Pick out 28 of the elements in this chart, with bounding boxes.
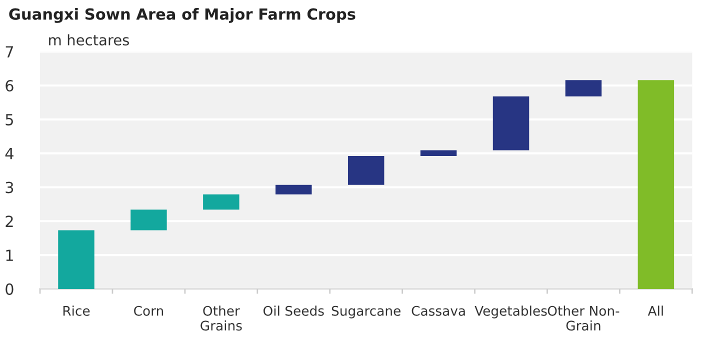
bar — [638, 80, 674, 289]
y-tick-label: 5 — [6, 114, 13, 126]
y-tick-label: 7 — [6, 46, 14, 58]
bar — [565, 80, 602, 96]
x-tick-label: Other Grains — [200, 306, 242, 331]
y-tick-label: 6 — [6, 80, 14, 92]
x-tick-label: Rice — [63, 306, 90, 316]
x-tick-label: Vegetables — [474, 306, 547, 318]
y-axis-title: m hectares — [49, 34, 129, 46]
bar — [492, 96, 530, 150]
bar — [348, 156, 384, 185]
y-tick-label: 0 — [6, 283, 14, 295]
bar — [203, 194, 240, 210]
x-tick-label: Oil Seeds — [263, 306, 324, 316]
x-tick-label: Corn — [134, 306, 164, 316]
y-tick-label: 4 — [5, 148, 14, 160]
chart-title: Guangxi Sown Area of Major Farm Crops — [9, 8, 356, 23]
bar — [420, 150, 457, 156]
x-tick-label: All — [648, 306, 663, 316]
y-tick-label: 3 — [6, 182, 14, 194]
bar — [58, 230, 94, 289]
y-tick-label: 1 — [6, 250, 13, 261]
bar — [130, 210, 167, 230]
x-tick-label: Sugarcane — [332, 306, 400, 318]
x-tick-label: Cassava — [412, 306, 465, 316]
x-tick-label: Other Non- Grain — [548, 306, 620, 331]
y-tick-label: 2 — [6, 216, 13, 227]
bar — [276, 184, 312, 194]
